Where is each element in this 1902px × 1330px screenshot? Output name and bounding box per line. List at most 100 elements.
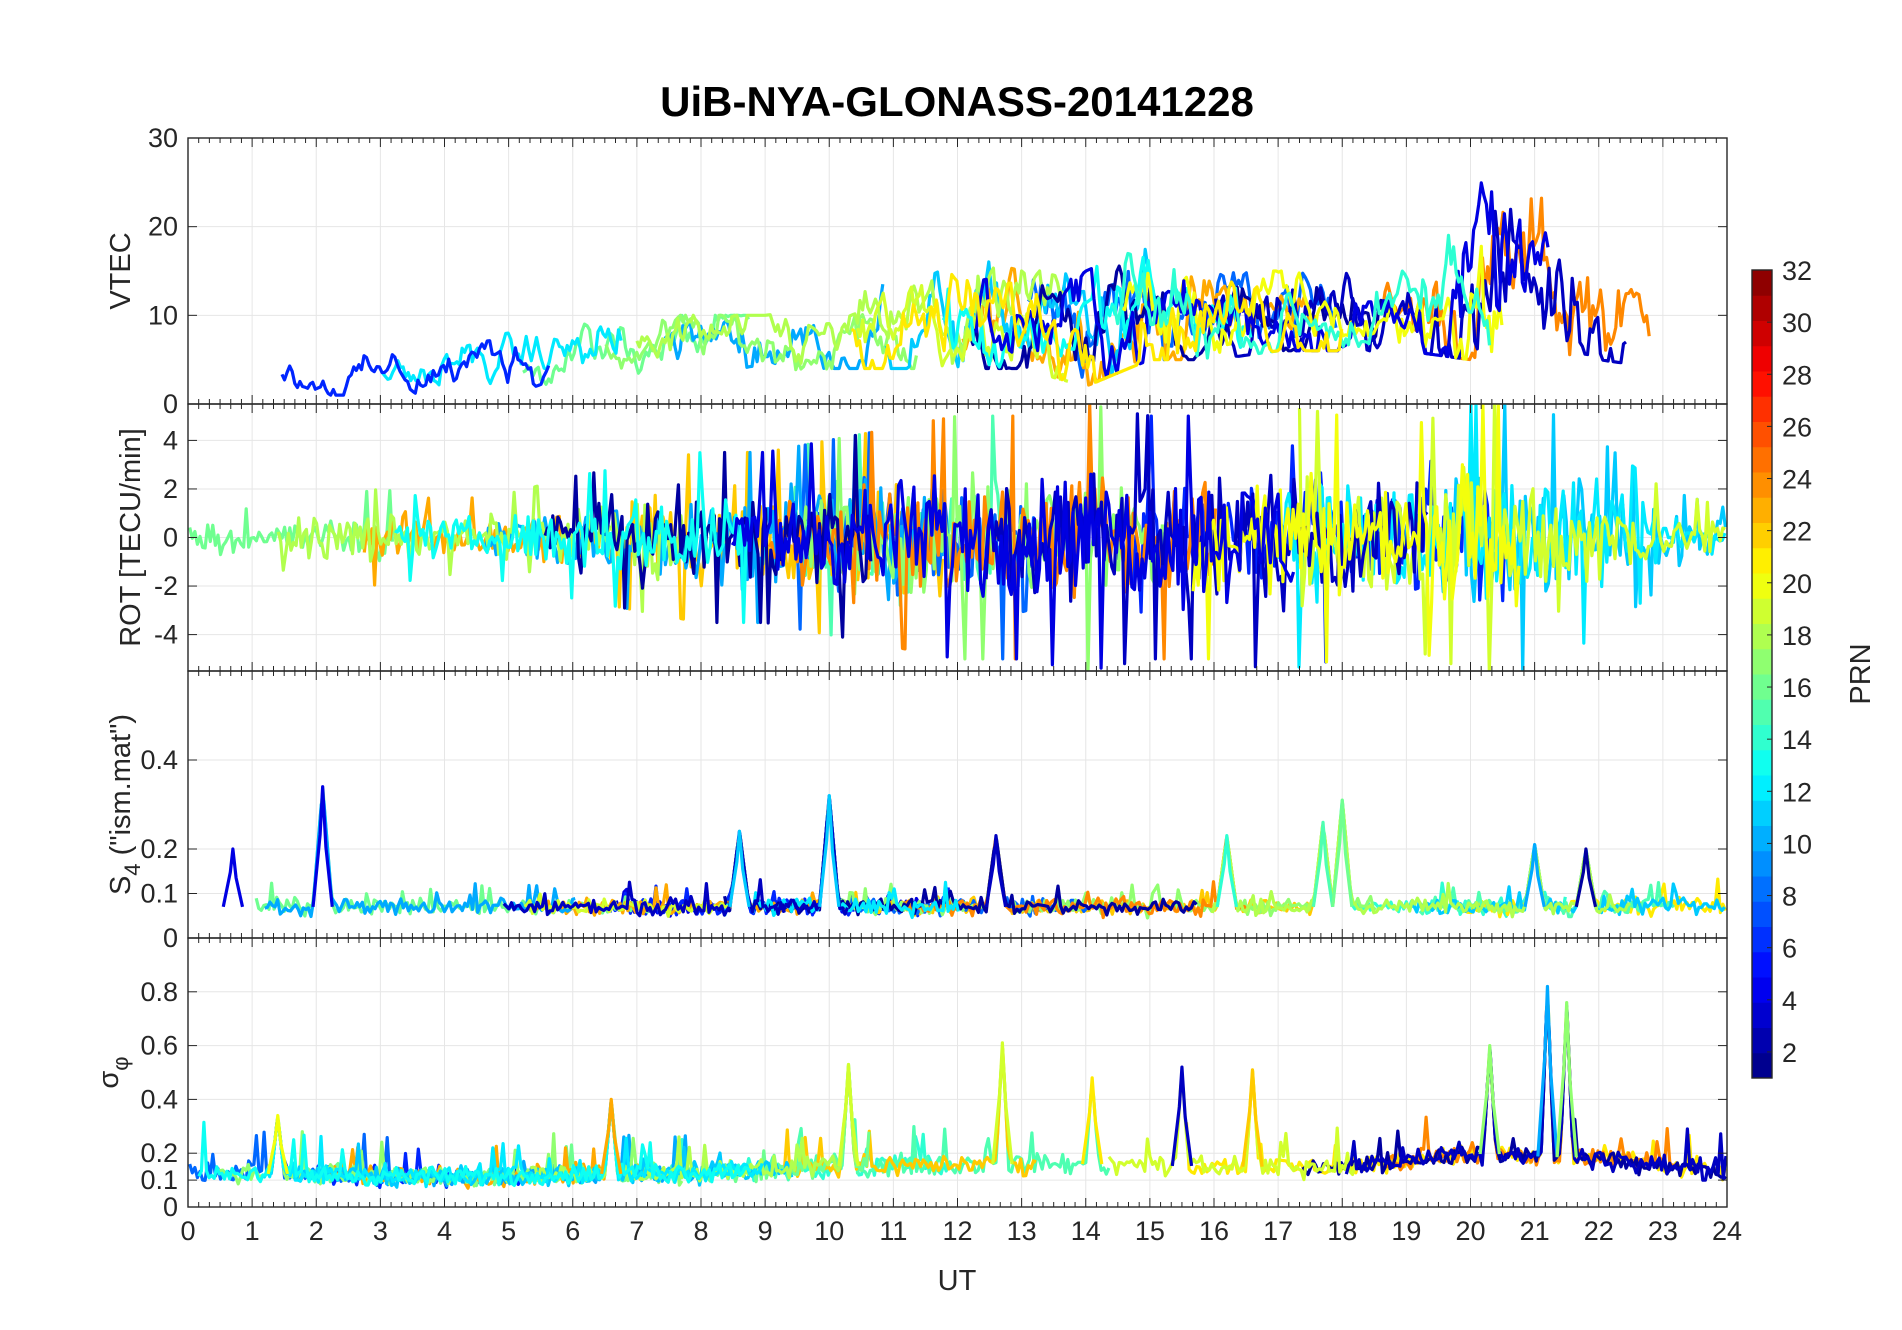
chart-title: UiB-NYA-GLONASS-20141228 bbox=[660, 78, 1254, 125]
s4-spike bbox=[221, 847, 245, 908]
sigma_phi-spike bbox=[1241, 1068, 1264, 1167]
s4-spike bbox=[984, 834, 1008, 908]
sigma_phi-spike bbox=[266, 1113, 289, 1175]
x-tick-label: 1 bbox=[245, 1216, 260, 1246]
sigma_phi-spike bbox=[1478, 1043, 1501, 1155]
vtec-trace-prn-12 bbox=[381, 325, 623, 387]
sigma_phi-y-axis-label: σφ bbox=[93, 1056, 133, 1088]
s4-y-tick-label: 0.4 bbox=[140, 745, 178, 775]
s4-spike bbox=[728, 829, 751, 908]
rot-trace-prn-16 bbox=[188, 489, 394, 563]
colorbar-level bbox=[1752, 1027, 1772, 1054]
colorbar-tick-label: 26 bbox=[1782, 412, 1812, 442]
sigma_phi-spike bbox=[1555, 1000, 1578, 1158]
s4-y-axis-label: S4 ("ism.mat") bbox=[105, 714, 145, 895]
s4-spike bbox=[1574, 847, 1598, 908]
vtec-trace-prn-10 bbox=[663, 283, 885, 371]
x-tick-label: 17 bbox=[1263, 1216, 1293, 1246]
rot-y-tick-label: -2 bbox=[154, 571, 178, 601]
colorbar-tick-label: 14 bbox=[1782, 725, 1812, 755]
x-tick-label: 19 bbox=[1391, 1216, 1421, 1246]
vtec-y-tick-label: 0 bbox=[163, 389, 178, 419]
colorbar-tick-label: 10 bbox=[1782, 829, 1812, 859]
colorbar-level bbox=[1752, 371, 1772, 397]
rot-trace-prn-19 bbox=[1297, 404, 1726, 671]
colorbar-tick-label: 6 bbox=[1782, 934, 1797, 964]
vtec-trace-prn-4 bbox=[974, 181, 1550, 380]
s4-trace-prn-2 bbox=[723, 799, 1198, 917]
vtec-trace-prn-17 bbox=[604, 313, 918, 372]
x-tick-label: 10 bbox=[814, 1216, 844, 1246]
x-tick-label: 2 bbox=[309, 1216, 324, 1246]
x-tick-label: 18 bbox=[1327, 1216, 1357, 1246]
rot-trace-prn-13 bbox=[394, 451, 748, 625]
sigma_phi-spike bbox=[837, 1062, 860, 1167]
x-tick-label: 23 bbox=[1648, 1216, 1678, 1246]
sigma_phi-trace-prn-24 bbox=[1386, 1005, 1676, 1173]
sigma_phi-spike bbox=[1080, 1076, 1104, 1165]
colorbar-level bbox=[1752, 598, 1772, 624]
rot-panel: -4 -2 0 2 4 ROT [TECU/min] bbox=[115, 403, 1728, 672]
s4-spike bbox=[818, 793, 841, 908]
colorbar-level bbox=[1752, 623, 1772, 650]
s4-spike bbox=[1311, 820, 1335, 908]
x-tick-label: 13 bbox=[1007, 1216, 1037, 1246]
x-tick-label: 3 bbox=[373, 1216, 388, 1246]
s4-trace-prn-4 bbox=[614, 794, 924, 918]
x-tick-label: 20 bbox=[1455, 1216, 1485, 1246]
colorbar-level bbox=[1752, 522, 1772, 549]
colorbar-level bbox=[1752, 724, 1772, 751]
rot-trace-prn-23 bbox=[362, 496, 566, 587]
sigma_phi-y-tick-label: 0.6 bbox=[140, 1031, 178, 1061]
colorbar-level bbox=[1752, 421, 1772, 448]
colorbar-tick-label: 16 bbox=[1782, 673, 1812, 703]
colorbar-level bbox=[1752, 472, 1772, 498]
colorbar-level bbox=[1752, 699, 1772, 725]
x-tick-label: 21 bbox=[1520, 1216, 1550, 1246]
s4-panel: 0 0.1 0.2 0.4S4 ("ism.mat") bbox=[105, 670, 1728, 953]
x-tick-label: 8 bbox=[693, 1216, 708, 1246]
x-tick-label: 4 bbox=[437, 1216, 452, 1246]
colorbar-level bbox=[1752, 446, 1772, 473]
colorbar-level bbox=[1752, 800, 1772, 826]
s4-spike bbox=[311, 785, 334, 908]
x-tick-label: 24 bbox=[1712, 1216, 1742, 1246]
colorbar-level bbox=[1752, 573, 1772, 599]
x-tick-label: 15 bbox=[1135, 1216, 1165, 1246]
rot-y-tick-label: 0 bbox=[163, 523, 178, 553]
colorbar-tick-label: 30 bbox=[1782, 308, 1812, 338]
colorbar-level bbox=[1752, 547, 1772, 574]
sigma_phi-y-tick-label: 0.8 bbox=[140, 977, 178, 1007]
x-tick-label: 22 bbox=[1584, 1216, 1614, 1246]
colorbar-level bbox=[1752, 497, 1772, 523]
colorbar-tick-label: 32 bbox=[1782, 256, 1812, 286]
x-tick-label: 6 bbox=[565, 1216, 580, 1246]
rot-y-tick-label: -4 bbox=[154, 620, 178, 650]
colorbar-tick-label: 18 bbox=[1782, 621, 1812, 651]
x-tick-label: 7 bbox=[629, 1216, 644, 1246]
vtec-panel: 0 10 20 30 VTEC bbox=[105, 123, 1728, 419]
x-tick-label: 12 bbox=[942, 1216, 972, 1246]
colorbar-tick-label: 4 bbox=[1782, 986, 1797, 1016]
colorbar-level bbox=[1752, 926, 1772, 953]
s4-trace-prn-18 bbox=[1210, 806, 1631, 919]
colorbar-level bbox=[1752, 749, 1772, 776]
x-tick-label: 11 bbox=[879, 1216, 907, 1246]
s4-y-tick-label: 0 bbox=[163, 923, 178, 953]
sigma_phi-y-tick-label: 0 bbox=[163, 1192, 178, 1222]
x-tick-label: 16 bbox=[1199, 1216, 1229, 1246]
colorbar-tick-label: 2 bbox=[1782, 1038, 1797, 1068]
colorbar-tick-label: 12 bbox=[1782, 777, 1812, 807]
rot-y-tick-label: 2 bbox=[163, 474, 178, 504]
vtec-y-tick-label: 20 bbox=[148, 212, 178, 242]
vtec-trace-prn-6 bbox=[280, 339, 551, 397]
sigma_phi-trace-prn-3 bbox=[1344, 1004, 1727, 1182]
x-tick-label: 5 bbox=[501, 1216, 516, 1246]
colorbar-frame bbox=[1751, 269, 1773, 1079]
colorbar-level bbox=[1752, 977, 1772, 1003]
x-tick-label: 9 bbox=[758, 1216, 773, 1246]
s4-y-tick-label: 0.1 bbox=[140, 879, 178, 909]
